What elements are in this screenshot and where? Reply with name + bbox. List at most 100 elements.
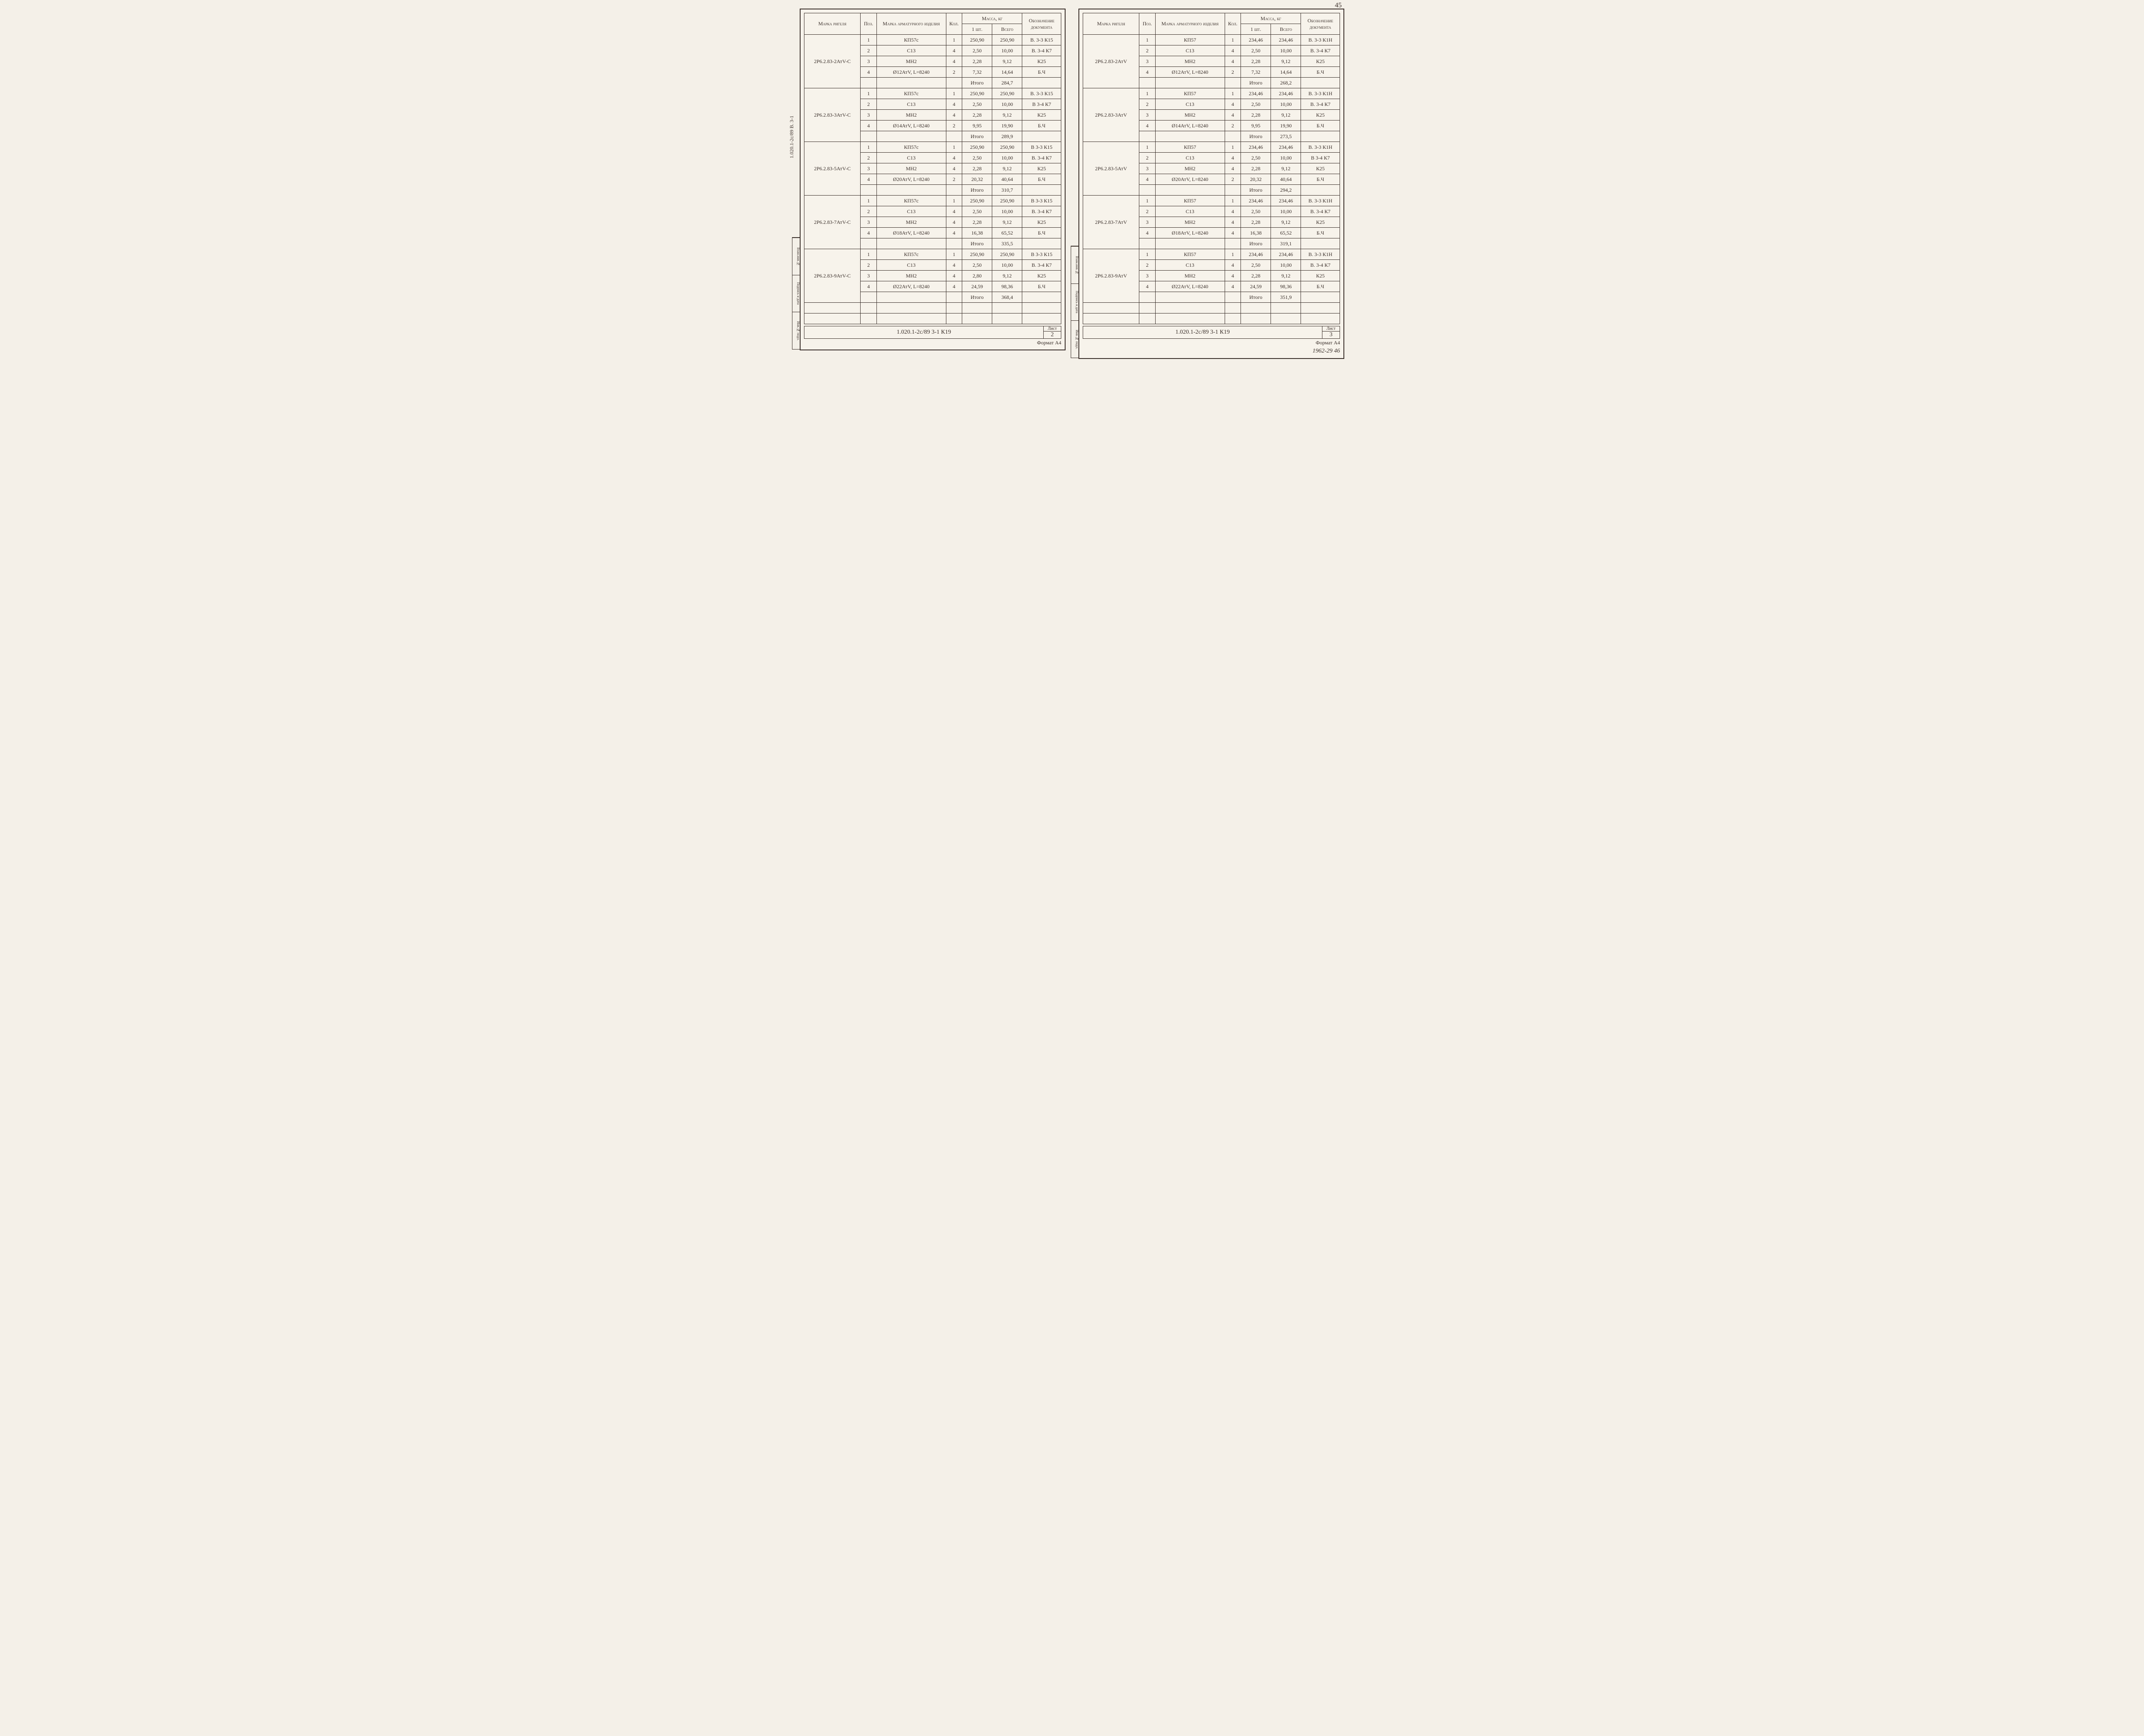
cell-arm: КП57 [1155, 196, 1225, 206]
cell-pos: 1 [1139, 142, 1156, 153]
cell-pos: 3 [861, 56, 877, 67]
cell-kol: 4 [946, 228, 962, 238]
cell-itogo-label: Итого [962, 78, 992, 88]
cell-empty [1139, 238, 1156, 249]
list-label: Лист [1044, 326, 1061, 332]
cell-empty [1301, 131, 1340, 142]
cell-pos: 3 [861, 271, 877, 281]
cell-kol: 2 [946, 121, 962, 131]
table-row: 2Р6.2.83-2АтV-С1КП57с1250,90250,90В. 3-3… [804, 35, 1061, 45]
cell-m1: 234,46 [1241, 196, 1271, 206]
title-block: 1.020.1-2с/89 3-1 К19Лист3 [1083, 326, 1340, 339]
table-row: 2Р6.2.83-5АтV1КП571234,46234,46В. 3-3 К1… [1083, 142, 1340, 153]
cell-itogo-label: Итого [1241, 292, 1271, 303]
cell-m2: 9,12 [1271, 163, 1301, 174]
cell-arm: С13 [876, 45, 946, 56]
cell-kol: 4 [1225, 56, 1241, 67]
cell-pos: 3 [1139, 271, 1156, 281]
cell-arm: Ø12АтV, L=8240 [876, 67, 946, 78]
list-block: Лист3 [1322, 326, 1340, 338]
cell-doc: В 3-3 К15 [1022, 249, 1061, 260]
cell-empty [1155, 292, 1225, 303]
cell-arm: МН2 [876, 163, 946, 174]
cell-arm: МН2 [876, 56, 946, 67]
cell-arm: Ø14АтV, L=8240 [876, 121, 946, 131]
cell-kol: 1 [1225, 249, 1241, 260]
cell-arm: Ø12АтV, L=8240 [1155, 67, 1225, 78]
cell-empty [1022, 78, 1061, 88]
cell-arm: С13 [876, 206, 946, 217]
cell-empty [876, 238, 946, 249]
cell-m1: 234,46 [1241, 249, 1271, 260]
cell-kol: 4 [946, 217, 962, 228]
cell-empty [876, 78, 946, 88]
cell-m2: 10,00 [1271, 45, 1301, 56]
cell-doc: К25 [1301, 56, 1340, 67]
cell-empty [1139, 292, 1156, 303]
cell-m2: 10,00 [992, 206, 1022, 217]
cell-m2: 234,46 [1271, 88, 1301, 99]
cell-itogo-label: Итого [962, 238, 992, 249]
cell-empty [1155, 185, 1225, 196]
hdr-m2: Всего [1271, 24, 1301, 35]
cell-m2: 40,64 [992, 174, 1022, 185]
cell-m2: 10,00 [1271, 206, 1301, 217]
cell-m2: 9,12 [992, 163, 1022, 174]
cell-m1: 2,50 [962, 260, 992, 271]
cell-doc: В. 3-3 К15 [1022, 35, 1061, 45]
cell-empty [876, 131, 946, 142]
cell-mark: 2Р6.2.83-2АтV [1083, 35, 1139, 88]
cell-doc: К25 [1301, 110, 1340, 121]
hdr-pos: Поз. [1139, 13, 1156, 35]
cell-arm: Ø18АтV, L=8240 [1155, 228, 1225, 238]
cell-empty [1301, 78, 1340, 88]
hdr-mass: Масса, кг [962, 13, 1022, 24]
cell-empty [1022, 185, 1061, 196]
cell-pos: 4 [861, 228, 877, 238]
side-stamp-boxes: Взам.инв.№Подпись и датаИнв.№ подл. [1071, 246, 1079, 358]
cell-pos: 1 [1139, 196, 1156, 206]
cell-mark: 2Р6.2.83-5АтV [1083, 142, 1139, 196]
cell-doc: В. 3-3 К1Н [1301, 196, 1340, 206]
cell-m2: 9,12 [992, 110, 1022, 121]
side-doc-code: 1.020.1-2с/89 В. 3-1 [789, 115, 795, 158]
cell-pos: 1 [861, 88, 877, 99]
hdr-mark: Марка ригеля [1083, 13, 1139, 35]
table-row: 2Р6.2.83-5АтV-С1КП57с1250,90250,90В 3-3 … [804, 142, 1061, 153]
cell-m2: 234,46 [1271, 142, 1301, 153]
cell-m2: 9,12 [992, 56, 1022, 67]
cell-pos: 4 [1139, 228, 1156, 238]
cell-kol: 2 [946, 174, 962, 185]
cell-arm: Ø20АтV, L=8240 [876, 174, 946, 185]
cell-arm: КП57 [1155, 88, 1225, 99]
cell-doc: В. 3-4 К7 [1022, 153, 1061, 163]
doc-code: 1.020.1-2с/89 3-1 К19 [804, 326, 1044, 338]
hdr-mark: Марка ригеля [804, 13, 861, 35]
cell-doc: В 3-4 К7 [1301, 153, 1340, 163]
cell-doc: Б.Ч [1022, 67, 1061, 78]
cell-m1: 16,38 [962, 228, 992, 238]
cell-empty [1225, 238, 1241, 249]
cell-pos: 1 [1139, 249, 1156, 260]
hdr-m2: Всего [992, 24, 1022, 35]
cell-arm: Ø18АтV, L=8240 [876, 228, 946, 238]
cell-itogo-value: 268,2 [1271, 78, 1301, 88]
cell-doc: К25 [1022, 217, 1061, 228]
cell-m2: 65,52 [1271, 228, 1301, 238]
cell-pos: 1 [861, 249, 877, 260]
cell-doc: В. 3-3 К1Н [1301, 249, 1340, 260]
cell-itogo-label: Итого [1241, 78, 1271, 88]
cell-empty [1139, 78, 1156, 88]
cell-pos: 2 [1139, 99, 1156, 110]
cell-m1: 250,90 [962, 88, 992, 99]
hdr-m1: 1 шт. [1241, 24, 1271, 35]
cell-kol: 4 [946, 153, 962, 163]
cell-doc: В. 3-4 К7 [1022, 260, 1061, 271]
cell-pos: 2 [861, 45, 877, 56]
cell-m1: 2,28 [962, 163, 992, 174]
cell-kol: 4 [946, 110, 962, 121]
cell-m2: 9,12 [992, 271, 1022, 281]
cell-mark: 2Р6.2.83-9АтV [1083, 249, 1139, 303]
cell-doc: Б.Ч [1022, 121, 1061, 131]
cell-arm: МН2 [1155, 56, 1225, 67]
